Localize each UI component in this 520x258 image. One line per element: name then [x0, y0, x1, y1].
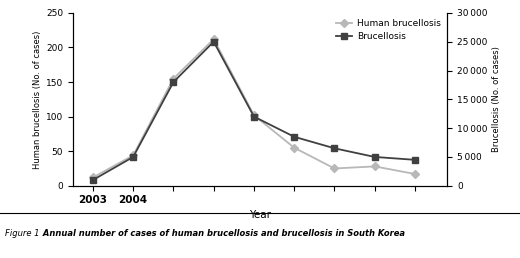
Line: Human brucellosis: Human brucellosis — [90, 36, 418, 181]
Human brucellosis — [130, 154, 136, 157]
Y-axis label: Brucellosis (No. of cases): Brucellosis (No. of cases) — [491, 46, 501, 152]
Human brucellosis — [171, 77, 177, 80]
Brucellosis — [211, 40, 217, 43]
Brucellosis — [90, 179, 96, 182]
Brucellosis — [171, 80, 177, 84]
Human brucellosis — [251, 114, 257, 117]
Text: Figure 1: Figure 1 — [5, 229, 40, 238]
Brucellosis — [130, 155, 136, 158]
Brucellosis — [412, 158, 418, 162]
Y-axis label: Human brucellosis (No. of cases): Human brucellosis (No. of cases) — [33, 30, 42, 168]
Human brucellosis — [372, 165, 378, 168]
Human brucellosis — [291, 146, 297, 149]
Human brucellosis — [412, 172, 418, 175]
Brucellosis — [372, 155, 378, 158]
Legend: Human brucellosis, Brucellosis: Human brucellosis, Brucellosis — [334, 17, 443, 43]
X-axis label: Year: Year — [249, 210, 271, 220]
Brucellosis — [331, 147, 337, 150]
Human brucellosis — [90, 176, 96, 179]
Brucellosis — [251, 115, 257, 118]
Brucellosis — [291, 135, 297, 138]
Text: Annual number of cases of human brucellosis and brucellosis in South Korea: Annual number of cases of human brucello… — [40, 229, 405, 238]
Line: Brucellosis: Brucellosis — [90, 39, 418, 183]
Human brucellosis — [331, 167, 337, 170]
Human brucellosis — [211, 38, 217, 41]
